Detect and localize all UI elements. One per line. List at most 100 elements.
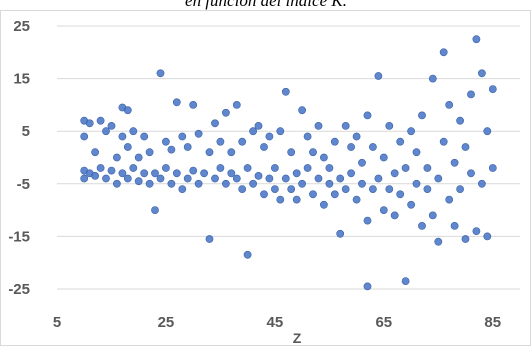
data-point xyxy=(472,227,481,235)
data-point xyxy=(298,179,306,188)
data-point xyxy=(194,179,203,188)
data-point xyxy=(129,164,138,172)
data-point xyxy=(96,164,105,172)
data-point xyxy=(276,195,285,204)
data-point xyxy=(113,179,121,188)
data-point xyxy=(325,164,334,172)
data-point xyxy=(461,235,470,243)
y-tick-label: 25 xyxy=(13,18,30,35)
data-point xyxy=(189,166,198,175)
data-point xyxy=(477,179,486,188)
data-point xyxy=(227,148,236,157)
data-point xyxy=(216,164,225,172)
data-point xyxy=(319,200,328,209)
data-point xyxy=(363,111,372,120)
data-point xyxy=(134,177,143,186)
data-point xyxy=(151,169,159,178)
y-tick-label: -25 xyxy=(8,281,30,298)
data-point xyxy=(309,148,317,157)
data-point xyxy=(292,169,301,178)
data-point xyxy=(96,116,105,125)
data-point xyxy=(439,137,448,146)
data-point xyxy=(249,127,257,136)
data-point xyxy=(123,174,132,183)
data-point xyxy=(287,148,296,157)
data-point xyxy=(151,206,159,214)
data-point xyxy=(281,174,290,183)
data-point xyxy=(183,143,192,151)
data-point xyxy=(243,250,252,259)
data-point xyxy=(276,127,285,136)
x-tick-label: 5 xyxy=(53,314,61,331)
data-point xyxy=(243,164,252,172)
data-point xyxy=(221,108,230,117)
data-point xyxy=(145,148,154,157)
data-point xyxy=(270,185,279,193)
data-point xyxy=(347,143,355,151)
data-point xyxy=(407,127,415,136)
data-point xyxy=(211,174,219,183)
data-point xyxy=(423,164,432,172)
data-point xyxy=(368,185,377,193)
data-point xyxy=(238,185,247,193)
data-point xyxy=(205,148,214,157)
data-point xyxy=(390,169,399,178)
y-tick-label: -15 xyxy=(8,228,30,245)
data-point xyxy=(232,101,241,109)
data-point xyxy=(330,190,339,199)
data-point xyxy=(434,237,443,246)
x-tick-label: 25 xyxy=(158,314,175,331)
data-point xyxy=(374,72,383,80)
data-point xyxy=(172,169,181,178)
data-point xyxy=(319,153,328,162)
data-point xyxy=(298,106,306,115)
data-point xyxy=(488,85,497,93)
data-point xyxy=(358,158,366,167)
data-point xyxy=(216,137,225,146)
data-point xyxy=(189,101,198,109)
data-point xyxy=(80,132,89,141)
y-tick-labels: 25 15 5 -5 -15 -25 xyxy=(8,18,30,298)
data-point xyxy=(467,169,475,178)
data-point xyxy=(270,164,279,172)
data-point xyxy=(113,153,121,162)
data-point xyxy=(221,179,230,188)
data-point xyxy=(292,195,301,204)
data-point xyxy=(123,143,132,151)
data-point xyxy=(183,174,192,183)
data-point xyxy=(260,143,268,151)
data-point xyxy=(385,122,394,130)
data-point xyxy=(254,171,263,180)
data-point xyxy=(412,148,421,157)
data-point xyxy=(178,185,187,193)
y-tick-label: 15 xyxy=(13,71,30,88)
y-tick-label: 5 xyxy=(22,123,30,140)
data-point xyxy=(265,132,274,141)
data-point xyxy=(341,122,350,130)
data-point xyxy=(401,164,410,172)
data-point xyxy=(314,174,323,183)
data-point xyxy=(200,169,208,178)
data-point xyxy=(363,216,372,225)
data-point xyxy=(140,132,149,141)
data-point xyxy=(85,119,94,128)
data-point xyxy=(385,185,394,193)
data-point xyxy=(390,211,399,220)
data-point xyxy=(374,174,383,183)
data-point xyxy=(407,200,415,209)
data-point xyxy=(129,127,138,136)
data-point xyxy=(309,190,317,199)
data-point xyxy=(450,158,459,167)
data-point xyxy=(281,87,290,96)
data-point xyxy=(80,174,89,183)
data-point xyxy=(314,122,323,130)
data-point xyxy=(456,185,464,193)
data-point xyxy=(156,69,165,78)
data-point xyxy=(156,174,165,183)
data-point xyxy=(205,235,214,243)
gridlines xyxy=(57,25,520,290)
data-point xyxy=(396,190,405,199)
data-point xyxy=(178,132,187,141)
data-point xyxy=(483,232,492,241)
x-tick-label: 65 xyxy=(375,314,392,331)
